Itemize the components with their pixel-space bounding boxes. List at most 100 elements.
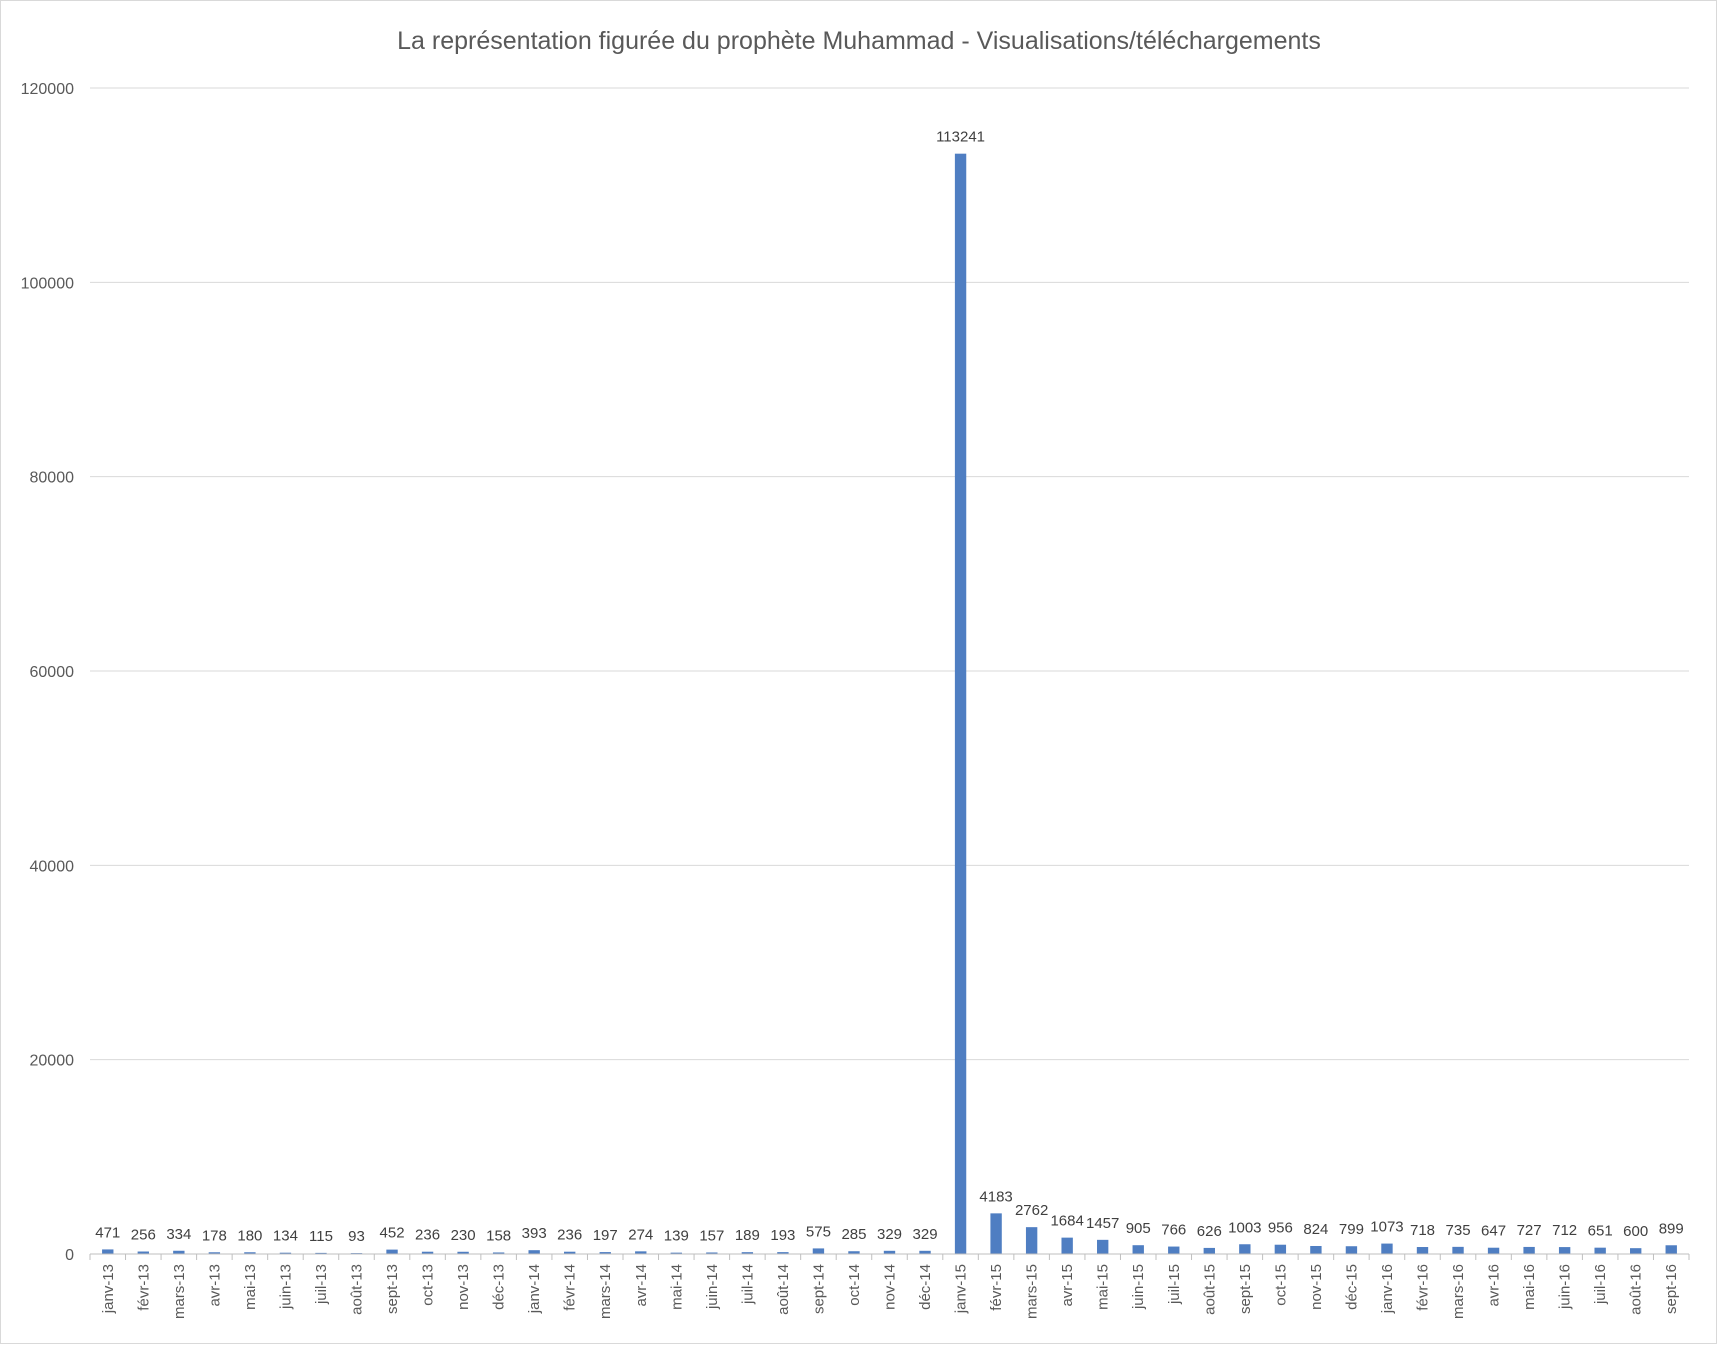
bar (1310, 1245, 1322, 1254)
x-axis-ticks: janv-13 févr-13 mars-13 avr-13 mai-13 juin-13… (89, 1254, 1690, 1319)
bar (777, 1252, 789, 1254)
bar (1097, 1239, 1109, 1254)
x-tick-label: sept-14 (810, 1264, 827, 1314)
data-label: 178 (202, 1227, 227, 1244)
y-tick-label: 40000 (30, 858, 75, 875)
x-tick-label: juil-15 (1166, 1264, 1183, 1305)
x-tick-label: oct-13 (420, 1264, 437, 1306)
x-tick-label: mars-15 (1024, 1264, 1041, 1319)
x-tick-label: juin-14 (704, 1264, 721, 1310)
y-tick-label: 60000 (30, 664, 75, 681)
data-label: 230 (451, 1227, 476, 1244)
bar (528, 1250, 540, 1254)
data-label: 452 (380, 1225, 405, 1242)
x-tick-label: janv-15 (953, 1264, 970, 1314)
data-label: 113241 (936, 129, 985, 146)
x-tick-label: juin-13 (277, 1264, 294, 1310)
x-tick-label: mars-13 (171, 1264, 188, 1319)
y-tick-label: 100000 (21, 275, 74, 292)
data-label: 727 (1517, 1222, 1542, 1239)
x-tick-label: août-16 (1628, 1264, 1645, 1315)
bar (883, 1250, 896, 1254)
data-label: 180 (237, 1227, 262, 1244)
bar (848, 1251, 860, 1254)
bar (1025, 1227, 1038, 1254)
data-label: 1073 (1370, 1219, 1403, 1236)
gridlines (90, 87, 1689, 1061)
data-label: 157 (699, 1227, 724, 1244)
y-tick-label: 120000 (21, 81, 74, 98)
x-tick-label: juil-14 (739, 1264, 756, 1305)
x-tick-label: déc-14 (917, 1264, 934, 1310)
data-label: 471 (95, 1224, 120, 1241)
data-label: 575 (806, 1223, 831, 1240)
data-label: 824 (1303, 1221, 1328, 1238)
data-label: 1684 (1050, 1213, 1083, 1230)
bar (1487, 1247, 1500, 1254)
bar (1132, 1245, 1144, 1254)
x-tick-label: nov-13 (455, 1264, 472, 1310)
bar (741, 1252, 754, 1254)
x-tick-label: août-14 (775, 1264, 792, 1315)
data-labels: 471 256 334 178 180 134 115 93 452 236 230 158 393 23… (95, 129, 1683, 1245)
bar (386, 1249, 398, 1254)
x-tick-label: déc-15 (1343, 1264, 1360, 1310)
x-tick-label: août-13 (349, 1264, 366, 1315)
bar (1416, 1247, 1429, 1254)
data-label: 712 (1552, 1222, 1577, 1239)
x-tick-label: nov-14 (882, 1264, 899, 1310)
bar (670, 1252, 682, 1254)
bar (1630, 1248, 1642, 1254)
data-label: 139 (664, 1228, 689, 1245)
x-tick-label: janv-14 (526, 1264, 543, 1314)
data-label: 134 (273, 1228, 298, 1245)
data-label: 718 (1410, 1222, 1435, 1239)
x-tick-label: janv-16 (1379, 1264, 1396, 1314)
x-tick-label: févr-16 (1415, 1264, 1432, 1311)
data-label: 766 (1161, 1222, 1186, 1239)
data-label: 651 (1588, 1223, 1613, 1240)
data-label: 236 (415, 1227, 440, 1244)
x-tick-label: juin-16 (1557, 1264, 1574, 1310)
bars (102, 153, 1677, 1255)
data-label: 600 (1623, 1223, 1648, 1240)
data-label: 93 (348, 1228, 365, 1245)
x-tick-label: mai-15 (1095, 1264, 1112, 1310)
data-label: 647 (1481, 1223, 1506, 1240)
bar (208, 1252, 221, 1254)
x-tick-label: avr-16 (1486, 1264, 1503, 1307)
x-tick-label: nov-15 (1308, 1264, 1325, 1310)
bar (1345, 1246, 1358, 1254)
data-label: 158 (486, 1227, 511, 1244)
x-tick-label: sept-13 (384, 1264, 401, 1314)
bar (492, 1252, 505, 1254)
bar (1558, 1247, 1571, 1254)
bar (102, 1249, 114, 1254)
data-label: 115 (309, 1228, 333, 1245)
bar (1274, 1244, 1287, 1254)
data-label: 1003 (1228, 1219, 1261, 1236)
bar (244, 1252, 256, 1254)
y-tick-label: 20000 (30, 1053, 75, 1070)
bar (1594, 1247, 1606, 1254)
bar (1168, 1246, 1180, 1254)
y-tick-label: 0 (65, 1247, 74, 1264)
x-tick-label: oct-15 (1272, 1264, 1289, 1306)
y-axis-ticks: 0 20000 40000 60000 80000 100000 120000 (21, 81, 74, 1264)
data-label: 189 (735, 1227, 760, 1244)
bar (564, 1251, 576, 1254)
bar (1061, 1237, 1073, 1254)
bar (279, 1252, 292, 1254)
x-tick-label: mai-13 (242, 1264, 259, 1310)
bar (990, 1213, 1002, 1254)
bar (457, 1251, 469, 1254)
x-tick-label: sept-15 (1237, 1264, 1254, 1314)
x-tick-label: avr-14 (633, 1264, 650, 1307)
data-label: 193 (770, 1227, 795, 1244)
data-label: 393 (522, 1225, 547, 1242)
data-label: 274 (628, 1226, 653, 1243)
y-tick-label: 80000 (30, 470, 75, 487)
bar (1452, 1246, 1464, 1254)
bar (1381, 1243, 1393, 1254)
